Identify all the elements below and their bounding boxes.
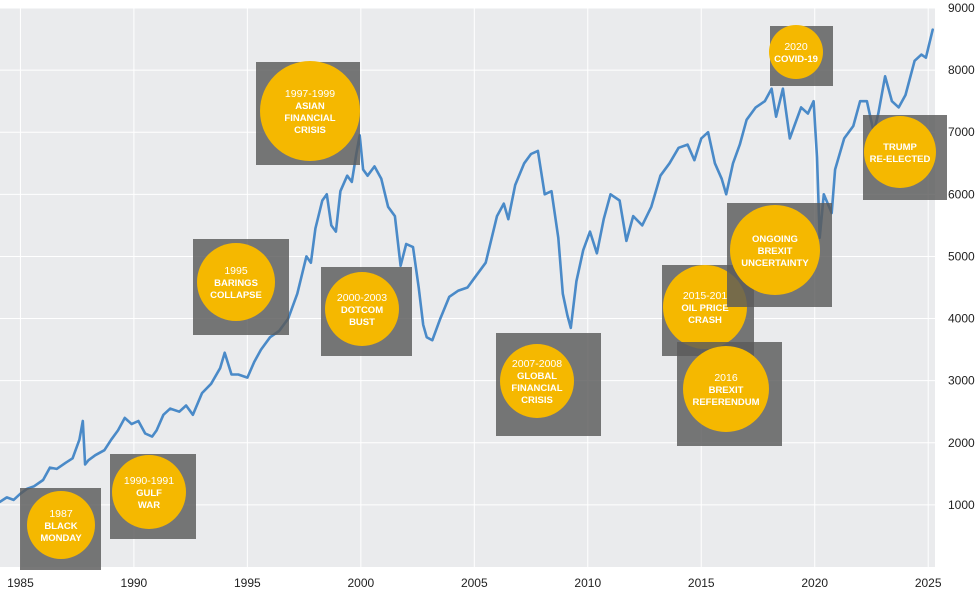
annotation-year: 1995 [224, 265, 248, 277]
annotation-year: 2020 [784, 41, 808, 53]
annotation-circle [663, 265, 747, 349]
annotation-label: BREXIT [709, 385, 744, 396]
annotation-label: COLLAPSE [210, 290, 262, 301]
x-tick-label: 2020 [801, 576, 828, 590]
annotation-circle [683, 346, 769, 432]
annotation-year: 2007-2008 [512, 358, 562, 370]
annotation-label: DOTCOM [341, 305, 383, 316]
annotation-circle [197, 243, 275, 321]
annotation-circle [112, 455, 186, 529]
y-tick-label: 3000 [948, 374, 975, 388]
annotation-label: GLOBAL [517, 371, 557, 382]
y-tick-label: 9000 [948, 1, 975, 15]
annotation-circle [260, 61, 360, 161]
annotation-year: 2000-2003 [337, 292, 387, 304]
x-tick-label: 2010 [574, 576, 601, 590]
annotation-label: FINANCIAL [511, 383, 562, 394]
x-tick-label: 2015 [688, 576, 715, 590]
annotation-label: CRISIS [294, 125, 326, 136]
y-tick-label: 7000 [948, 125, 975, 139]
y-tick-label: 8000 [948, 63, 975, 77]
annotation-label: BUST [349, 317, 375, 328]
annotation-circle [769, 25, 823, 79]
x-tick-label: 2005 [461, 576, 488, 590]
annotation-label: GULF [136, 488, 162, 499]
annotation-circle [325, 272, 399, 346]
x-tick-label: 1995 [234, 576, 261, 590]
annotation-year: 2016 [714, 372, 738, 384]
x-tick-label: 1985 [7, 576, 34, 590]
y-tick-label: 4000 [948, 312, 975, 326]
annotation-year: 1987 [49, 508, 73, 520]
annotation-label: FINANCIAL [284, 113, 335, 124]
annotation-label: BREXIT [758, 246, 793, 257]
annotation-circle [864, 116, 936, 188]
annotation-year: 1997-1999 [285, 88, 335, 100]
annotation-label: CRASH [688, 315, 722, 326]
annotation-label: WAR [138, 500, 160, 511]
annotation-label: UNCERTAINTY [741, 258, 809, 269]
x-tick-label: 2000 [347, 576, 374, 590]
annotation-circle [730, 205, 820, 295]
annotation-circle [27, 491, 95, 559]
annotation-year: 2015-201 [683, 290, 728, 302]
annotation-label: COVID-19 [774, 54, 818, 65]
series-line [0, 28, 934, 504]
annotation-label: BLACK [44, 521, 77, 532]
annotation-label: BARINGS [214, 278, 258, 289]
x-tick-label: 1990 [121, 576, 148, 590]
annotation-label: OIL PRICE [681, 303, 728, 314]
annotation-label: MONDAY [40, 533, 82, 544]
annotation-label: ONGOING [752, 234, 798, 245]
annotation-label: RE-ELECTED [870, 154, 931, 165]
annotation-label: TRUMP [883, 142, 917, 153]
y-tick-label: 2000 [948, 436, 975, 450]
annotation-year: 1990-1991 [124, 475, 174, 487]
y-tick-label: 6000 [948, 187, 975, 201]
x-tick-label: 2025 [915, 576, 942, 590]
y-tick-label: 5000 [948, 249, 975, 263]
annotation-label: ASIAN [295, 101, 325, 112]
y-tick-label: 1000 [948, 498, 975, 512]
annotation-circle [500, 344, 574, 418]
annotation-label: CRISIS [521, 395, 553, 406]
annotation-label: REFERENDUM [692, 397, 759, 408]
